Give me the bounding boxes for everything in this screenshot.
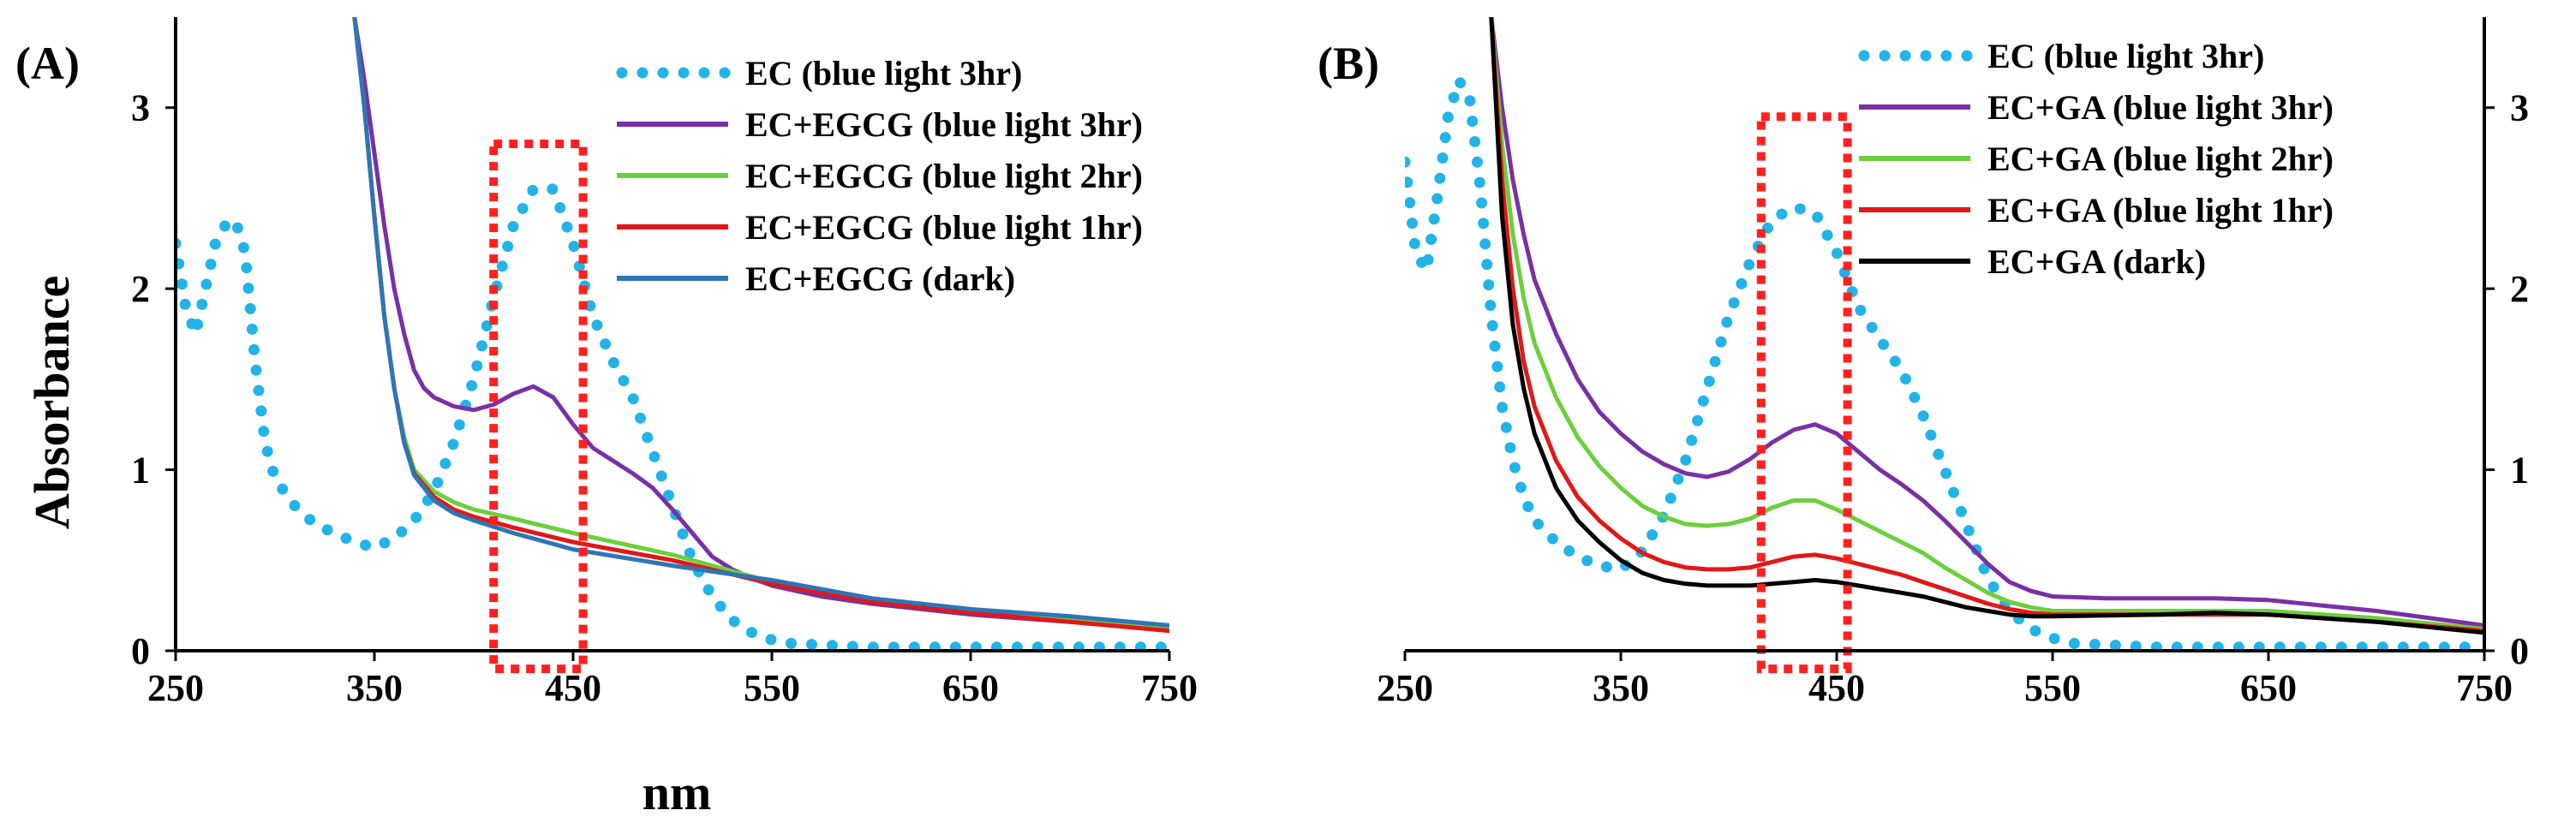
panel-b-label: (B) [1318, 38, 1379, 89]
x-tick-label: 750 [1141, 667, 1198, 709]
x-tick-label: 450 [1808, 667, 1865, 709]
y-tick-label: 0 [2510, 630, 2529, 672]
series-line-4 [1489, 17, 2484, 634]
x-tick-label: 550 [744, 667, 800, 709]
y-tick-label: 2 [2510, 268, 2529, 310]
series-line-5 [352, 17, 1169, 628]
y-tick-label: 1 [131, 450, 150, 491]
legend-label: EC+GA (blue light 3hr) [1987, 88, 2334, 127]
x-tick-label: 250 [1377, 667, 1433, 709]
panel-a-x-axis-title: nm [643, 765, 712, 820]
y-tick-label: 0 [131, 630, 150, 672]
series-line-2 [1489, 17, 2484, 628]
legend-label: EC+EGCG (dark) [745, 259, 1015, 298]
series-line-1 [1405, 74, 2484, 653]
highlight-box [1756, 112, 1852, 674]
x-tick-label: 350 [1593, 667, 1649, 709]
legend-label: EC+GA (blue light 2hr) [1987, 140, 2334, 178]
x-tick-label: 550 [2024, 667, 2081, 709]
x-tick-label: 450 [545, 667, 601, 709]
panel-a-y-axis-title: Absorbance [24, 276, 80, 529]
series-line-3 [1489, 17, 2484, 632]
x-tick-label: 650 [2240, 667, 2297, 709]
x-tick-label: 750 [2456, 667, 2513, 709]
legend-label: EC (blue light 3hr) [745, 54, 1022, 92]
series-line-1 [176, 183, 1169, 653]
legend-label: EC+EGCG (blue light 1hr) [745, 208, 1143, 247]
legend-label: EC+GA (blue light 1hr) [1987, 191, 2334, 229]
panel-a: (A) Absorbance nm 250 350 450 550 650 750 0 1 2 3… [15, 17, 1198, 820]
y-tick-label: 3 [131, 87, 150, 129]
panel-a-label: (A) [15, 38, 80, 89]
legend-label: EC (blue light 3hr) [1987, 37, 2264, 75]
x-tick-label: 650 [942, 667, 999, 709]
x-tick-label: 350 [346, 667, 403, 709]
series-line-5 [1489, 17, 2484, 635]
y-tick-label: 3 [2510, 87, 2529, 129]
legend-label: EC+EGCG (blue light 3hr) [745, 105, 1143, 144]
y-tick-label: 2 [131, 268, 150, 310]
y-tick-label: 1 [2510, 450, 2529, 491]
legend-label: EC+EGCG (blue light 2hr) [745, 157, 1143, 195]
x-tick-label: 250 [147, 667, 204, 709]
legend-label: EC+GA (dark) [1987, 242, 2206, 281]
